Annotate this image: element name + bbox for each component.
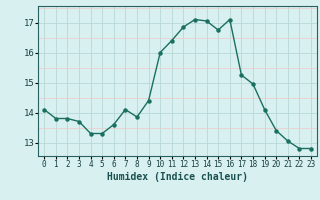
X-axis label: Humidex (Indice chaleur): Humidex (Indice chaleur) — [107, 172, 248, 182]
